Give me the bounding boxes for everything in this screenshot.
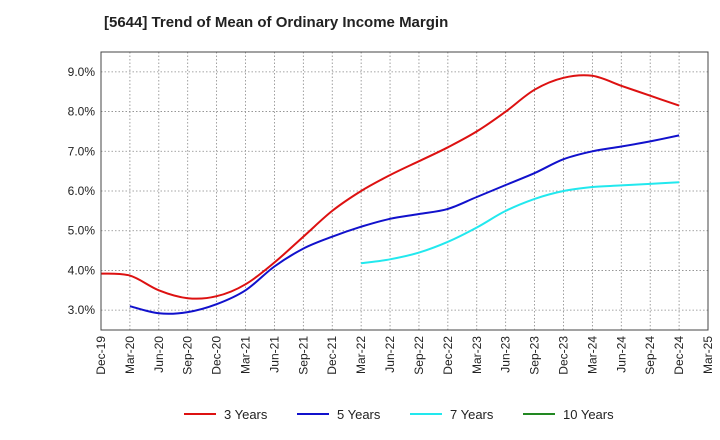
y-tick-label: 6.0%: [68, 184, 96, 198]
x-tick-label: Sep-21: [296, 336, 310, 375]
series-layer: [100, 74, 680, 315]
series-line-7-years: [360, 181, 680, 265]
x-tick-label: Jun-23: [499, 336, 513, 373]
x-tick-label: Sep-23: [528, 336, 542, 375]
x-tick-label: Dec-22: [441, 336, 455, 375]
legend-label-10-years: 10 Years: [563, 407, 614, 422]
x-tick-label: Mar-23: [470, 336, 484, 374]
x-tick-label: Jun-22: [383, 336, 397, 373]
chart-title: [5644] Trend of Mean of Ordinary Income …: [104, 14, 449, 31]
y-tick-label: 8.0%: [68, 105, 96, 119]
series-line-5-years: [129, 134, 680, 315]
x-tick-label: Jun-20: [152, 336, 166, 373]
x-tick-label: Dec-21: [325, 336, 339, 375]
x-tick-label: Mar-25: [701, 336, 715, 374]
x-tick-label: Jun-21: [267, 336, 281, 373]
x-tick-label: Mar-22: [354, 336, 368, 374]
x-tick-label: Sep-22: [412, 336, 426, 375]
x-tick-label: Mar-20: [123, 336, 137, 374]
y-tick-label: 4.0%: [68, 263, 96, 277]
plot-frame: [100, 51, 709, 331]
x-tick-label: Dec-23: [556, 336, 570, 375]
x-tick-label: Dec-19: [94, 336, 108, 375]
series-line-3-years: [100, 74, 680, 300]
legend: 3 Years 5 Years 7 Years 10 Years: [184, 407, 614, 422]
y-tick-label: 5.0%: [68, 224, 96, 238]
y-axis-tick-labels: 3.0% 4.0% 5.0% 6.0% 7.0% 8.0% 9.0%: [68, 65, 96, 317]
x-tick-label: Sep-24: [643, 336, 657, 375]
y-tick-label: 3.0%: [68, 303, 96, 317]
x-tick-label: Mar-21: [239, 336, 253, 374]
x-tick-label: Dec-20: [210, 336, 224, 375]
legend-label-7-years: 7 Years: [450, 407, 494, 422]
x-tick-label: Dec-24: [672, 336, 686, 375]
x-tick-label: Jun-24: [614, 336, 628, 373]
grid-layer: [101, 52, 708, 330]
x-tick-label: Mar-24: [585, 336, 599, 374]
legend-label-3-years: 3 Years: [224, 407, 268, 422]
x-axis-tick-labels: Dec-19 Mar-20 Jun-20 Sep-20 Dec-20 Mar-21 Jun-…: [94, 336, 715, 375]
y-tick-label: 7.0%: [68, 144, 96, 158]
x-tick-label: Sep-20: [181, 336, 195, 375]
y-tick-label: 9.0%: [68, 65, 96, 79]
legend-label-5-years: 5 Years: [337, 407, 381, 422]
